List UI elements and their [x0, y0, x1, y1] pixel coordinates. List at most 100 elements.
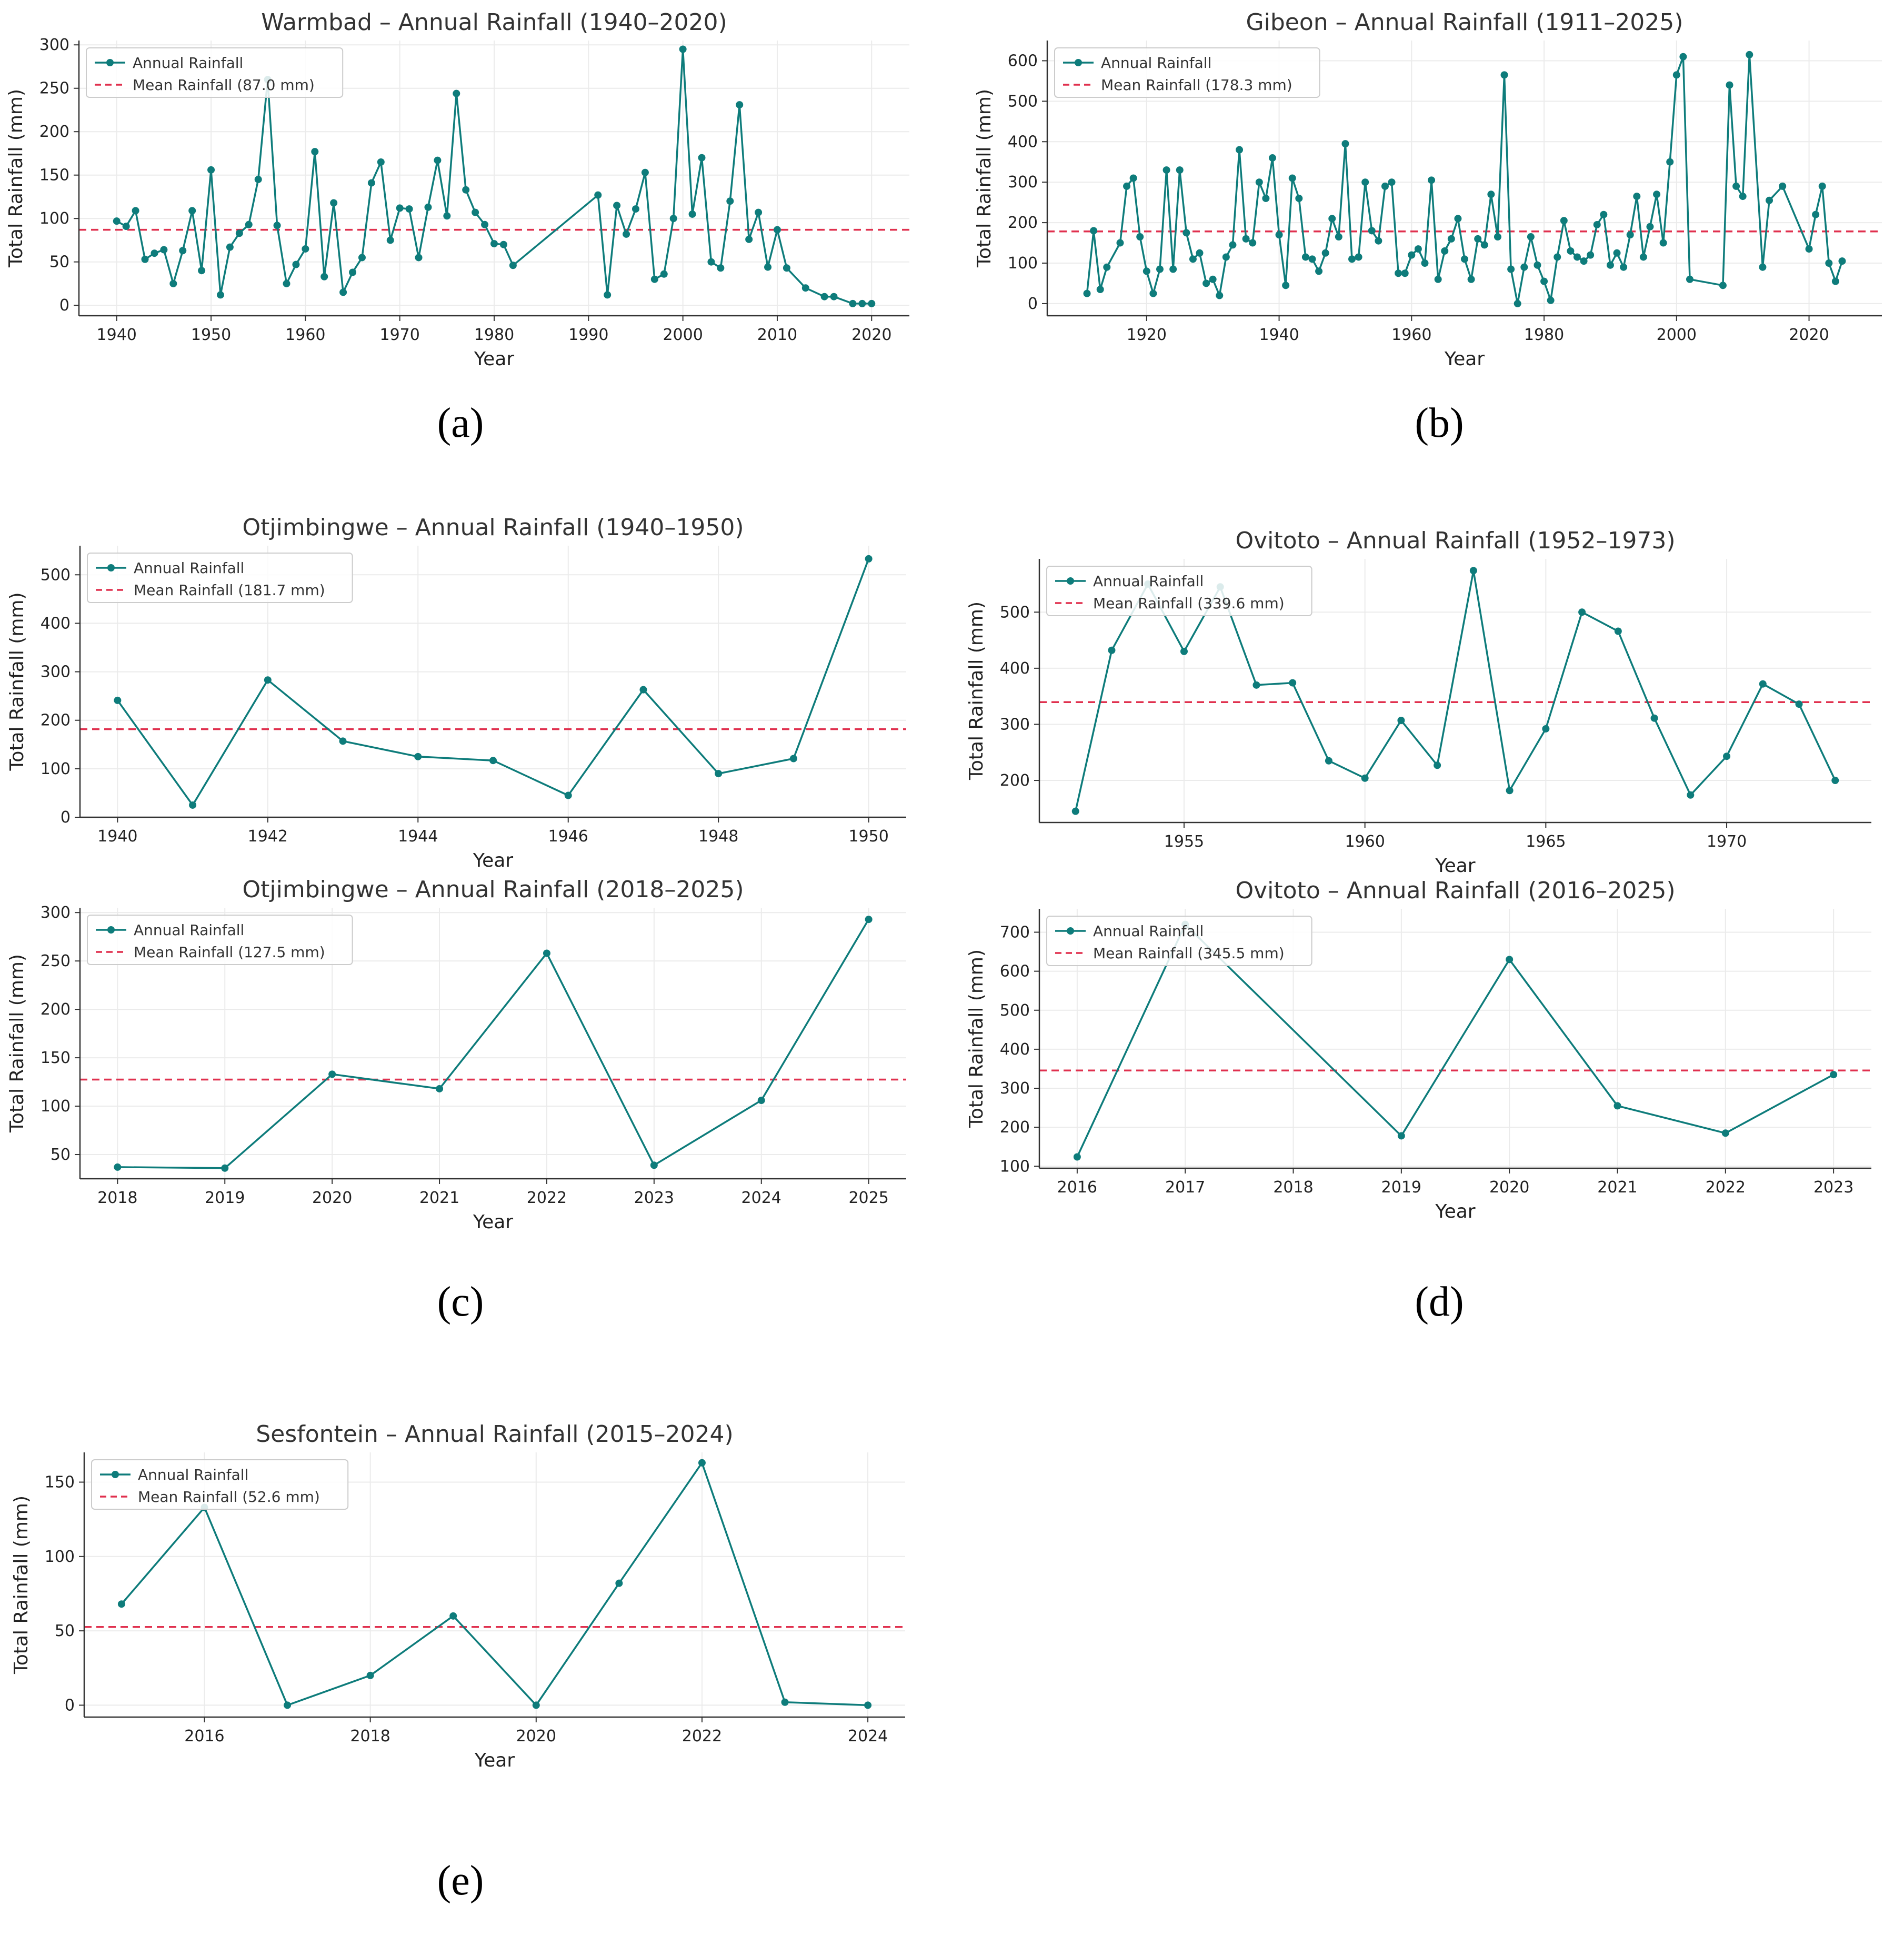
- data-point: [1818, 182, 1826, 190]
- x-axis-label: Year: [474, 1750, 515, 1771]
- x-tick-label: 2024: [848, 1727, 888, 1746]
- legend-series-label: Annual Rainfall: [133, 54, 243, 72]
- data-point: [1381, 182, 1389, 190]
- data-point: [490, 240, 498, 248]
- data-point: [773, 226, 781, 234]
- legend-series-marker: [1075, 59, 1082, 66]
- data-point: [453, 89, 460, 97]
- data-point: [396, 204, 404, 212]
- legend-box: [1054, 47, 1320, 98]
- data-point: [358, 254, 366, 262]
- data-point: [122, 223, 130, 230]
- y-tick-label: 50: [55, 1622, 75, 1640]
- y-tick-label: 200: [41, 1000, 71, 1019]
- x-tick-label: 1950: [848, 827, 888, 846]
- y-tick-label: 200: [39, 123, 69, 141]
- data-point: [1071, 807, 1079, 815]
- data-point: [1183, 229, 1190, 237]
- legend-series-marker: [107, 564, 115, 571]
- data-point: [1573, 253, 1581, 261]
- data-point: [434, 156, 442, 164]
- legend-mean-label: Mean Rainfall (87.0 mm): [133, 76, 315, 94]
- data-point: [865, 916, 873, 924]
- x-tick-label: 1946: [548, 827, 588, 846]
- x-tick-label: 2010: [757, 326, 797, 344]
- data-point: [114, 1163, 122, 1171]
- data-point: [1614, 627, 1622, 635]
- data-point: [1593, 220, 1601, 228]
- data-point: [328, 1070, 336, 1078]
- legend: Annual Rainfall Mean Rainfall (345.5 mm): [1046, 916, 1312, 966]
- data-point: [801, 284, 809, 292]
- data-point: [1587, 251, 1595, 259]
- data-point: [1348, 255, 1356, 263]
- data-point: [783, 264, 790, 272]
- data-point: [1514, 299, 1521, 307]
- legend: Annual Rainfall Mean Rainfall (127.5 mm): [87, 915, 353, 965]
- data-point: [1723, 753, 1731, 760]
- data-point: [755, 208, 763, 216]
- data-point: [1428, 176, 1436, 184]
- x-tick-label: 2020: [1789, 326, 1829, 344]
- data-point: [1375, 237, 1382, 245]
- data-point: [302, 245, 309, 253]
- legend-series-label: Annual Rainfall: [1093, 573, 1204, 590]
- data-point: [1542, 725, 1550, 733]
- legend-mean-label: Mean Rainfall (339.6 mm): [1093, 595, 1285, 612]
- y-tick-label: 250: [39, 79, 69, 98]
- data-point: [781, 1698, 789, 1706]
- x-tick-label: 2019: [1381, 1178, 1421, 1197]
- data-point: [1805, 245, 1813, 253]
- y-tick-label: 400: [1000, 1040, 1030, 1059]
- data-point: [415, 254, 423, 262]
- data-point: [311, 148, 319, 156]
- legend-series-label: Annual Rainfall: [134, 559, 244, 577]
- data-point: [1108, 646, 1116, 654]
- chart-otj2: 2018 2019 2020 2021 2022 2023 2024 2025 50 100 150…: [6, 876, 906, 1233]
- legend-box: [86, 47, 344, 98]
- data-point: [1073, 1153, 1081, 1161]
- data-point: [1325, 757, 1332, 765]
- y-tick-label: 300: [1008, 173, 1038, 192]
- data-point: [1766, 196, 1773, 204]
- data-point: [235, 229, 243, 237]
- chart-otj1: 1940 1942 1944 1946 1948 1950 0 100 200 300 400 500…: [6, 514, 906, 871]
- data-point: [160, 246, 168, 254]
- data-point: [245, 220, 253, 228]
- data-point: [864, 1701, 872, 1709]
- data-point: [1795, 700, 1803, 708]
- legend: Annual Rainfall Mean Rainfall (52.6 mm): [91, 1459, 349, 1510]
- data-point: [1480, 241, 1488, 249]
- x-tick-label: 1940: [97, 827, 137, 846]
- data-point: [1116, 239, 1124, 247]
- data-point: [1831, 277, 1839, 285]
- x-tick-label: 2020: [516, 1727, 556, 1746]
- data-point: [499, 240, 507, 248]
- x-tick-label: 1970: [1707, 832, 1747, 851]
- data-point: [1397, 716, 1405, 724]
- data-point: [1202, 279, 1210, 287]
- data-point: [1467, 275, 1475, 283]
- data-point: [1759, 263, 1767, 271]
- data-point: [472, 208, 479, 216]
- legend-box: [87, 553, 353, 603]
- data-point: [707, 258, 715, 266]
- x-tick-label: 1980: [474, 326, 514, 344]
- chart-title: Ovitoto – Annual Rainfall (1952–1973): [1236, 527, 1676, 554]
- data-point: [113, 217, 121, 225]
- chart-ovi1: 1955 1960 1965 1970 200 300 400 500 Ovitoto – An…: [966, 527, 1871, 877]
- y-tick-label: 50: [51, 1146, 71, 1164]
- legend-series-label: Annual Rainfall: [138, 1466, 248, 1483]
- data-point: [1527, 233, 1535, 241]
- data-point: [1361, 774, 1369, 782]
- data-point: [1560, 217, 1568, 225]
- data-point: [615, 1579, 623, 1587]
- data-point: [1633, 193, 1641, 200]
- data-point: [141, 255, 149, 263]
- x-tick-label: 2024: [741, 1189, 781, 1207]
- panel-label: (c): [437, 1279, 484, 1325]
- y-tick-label: 500: [1000, 603, 1030, 621]
- data-point: [1156, 265, 1164, 273]
- data-point: [1421, 259, 1429, 267]
